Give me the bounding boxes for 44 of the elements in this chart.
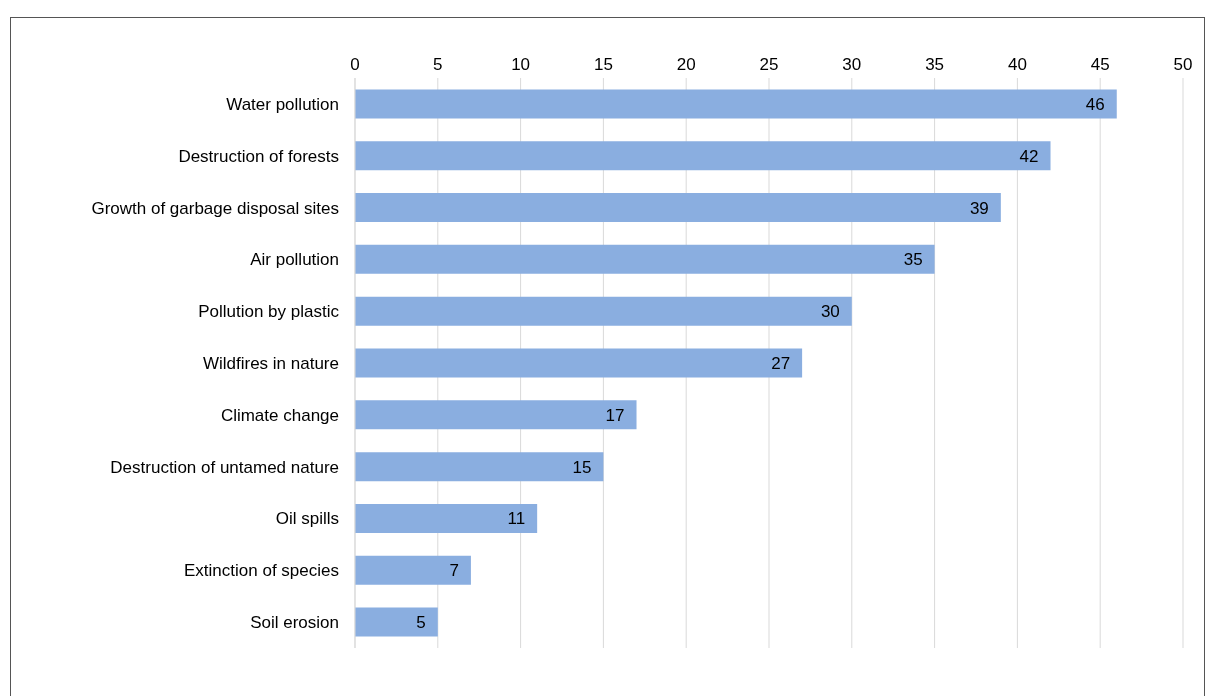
x-tick-label: 40 [1007, 55, 1027, 74]
data-label: 5 [416, 613, 426, 633]
y-tick-label: Growth of garbage disposal sites [91, 198, 339, 218]
data-label: 27 [771, 354, 791, 374]
x-tick-label: 5 [433, 55, 443, 74]
x-tick-label: 50 [1173, 55, 1193, 74]
bar [355, 607, 438, 637]
bar [355, 348, 803, 378]
bar [355, 452, 604, 482]
data-label: 7 [449, 561, 459, 581]
data-label: 15 [572, 457, 592, 477]
y-tick-label: Wildfires in nature [202, 354, 339, 374]
bar [355, 244, 935, 274]
data-label: 17 [605, 405, 625, 425]
y-tick-label: Water pollution [226, 94, 339, 114]
data-label: 46 [1085, 94, 1105, 114]
x-tick-label: 30 [842, 55, 862, 74]
x-tick-label: 35 [925, 55, 945, 74]
data-label: 11 [507, 509, 526, 529]
bar [355, 400, 637, 430]
y-tick-label: Destruction of untamed nature [110, 457, 339, 477]
x-tick-label: 0 [350, 55, 360, 74]
y-tick-label: Air pollution [250, 250, 339, 270]
y-tick-label: Extinction of species [184, 561, 339, 581]
y-tick-label: Soil erosion [250, 613, 339, 633]
bar [355, 193, 1001, 223]
x-tick-label: 20 [676, 55, 696, 74]
y-tick-label: Pollution by plastic [198, 302, 340, 322]
bar [355, 555, 471, 585]
bar [355, 503, 538, 533]
bar [355, 141, 1051, 171]
x-tick-label: 45 [1090, 55, 1110, 74]
data-label: 35 [903, 250, 923, 270]
x-tick-label: 10 [511, 55, 531, 74]
y-tick-label: Climate change [220, 405, 339, 425]
y-tick-label: Destruction of forests [178, 146, 339, 166]
bar [355, 89, 1117, 119]
bar [355, 296, 852, 326]
data-label: 39 [969, 198, 989, 218]
x-tick-label: 15 [593, 55, 613, 74]
data-label: 42 [1019, 146, 1039, 166]
data-label: 30 [820, 302, 840, 322]
x-tick-label: 25 [759, 55, 779, 74]
y-tick-label: Oil spills [275, 509, 339, 529]
